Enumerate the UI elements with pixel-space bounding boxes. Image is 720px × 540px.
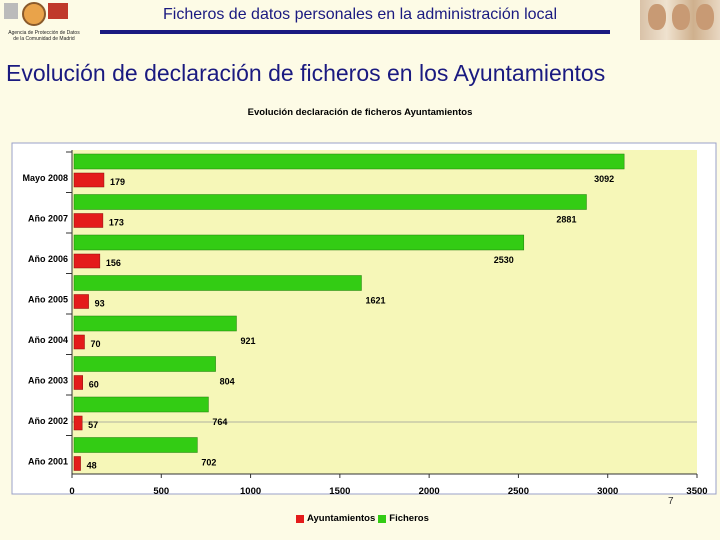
bar-ayuntamientos [73,415,83,431]
data-label-ayuntamientos: 156 [106,258,121,268]
data-label-ayuntamientos: 60 [89,380,99,390]
x-tick-label: 1500 [329,486,350,497]
data-label-ficheros: 804 [220,377,235,387]
bar-ficheros [73,315,237,332]
slide-title: Evolución de declaración de ficheros en … [6,60,606,86]
people-photo [640,0,720,40]
data-label-ficheros: 3092 [594,174,614,184]
header-title: Ficheros de datos personales en la admin… [163,6,557,23]
data-label-ficheros: 764 [212,417,227,427]
category-label: Año 2002 [28,416,68,426]
data-label-ayuntamientos: 93 [95,299,105,309]
chart-legend: Ayuntamientos Ficheros [296,513,429,524]
x-tick-label: 1000 [240,486,261,497]
x-tick-label: 2500 [508,486,529,497]
category-label: Año 2003 [28,376,68,386]
category-label: Mayo 2008 [22,173,68,183]
category-label: Año 2005 [28,295,68,305]
data-label-ficheros: 2530 [494,255,514,265]
category-label: Año 2004 [28,335,68,345]
chart-title: Evolución declaración de ficheros Ayunta… [247,107,473,118]
legend-swatch-ficheros [378,514,387,523]
bar-ayuntamientos [73,213,104,228]
data-label-ficheros: 1621 [365,296,385,306]
data-label-ayuntamientos: 179 [110,177,125,187]
x-tick-label: 2000 [419,486,440,497]
header-divider [100,30,610,34]
x-tick-label: 3000 [597,486,618,497]
bar-ayuntamientos [73,456,81,471]
data-label-ficheros: 702 [201,458,216,468]
legend-swatch-ayuntamientos [296,514,304,523]
data-label-ficheros: 2881 [556,215,576,225]
data-label-ficheros: 921 [240,336,255,346]
bar-ficheros [73,153,625,170]
legend-label-ficheros: Ficheros [389,513,429,524]
bar-ficheros [73,437,198,453]
bar-ficheros [73,194,587,210]
category-label: Año 2001 [28,457,68,467]
logo-gray-block [4,3,18,19]
bar-ayuntamientos [73,375,83,390]
bar-ayuntamientos [73,172,105,188]
bar-ficheros [73,356,216,372]
bar-ficheros [73,396,209,413]
bar-ayuntamientos [73,253,101,269]
logo-emblem [22,2,46,26]
legend-label-ayuntamientos: Ayuntamientos [307,513,376,524]
category-label: Año 2007 [28,214,68,224]
logo-red-block [48,3,68,19]
person-face [696,4,714,30]
x-tick-label: 3500 [686,486,707,497]
data-label-ayuntamientos: 57 [88,420,98,430]
agency-name: Agencia de Protección de Datos de la Com… [8,30,80,42]
data-label-ayuntamientos: 70 [91,339,101,349]
x-tick-label: 500 [153,486,169,497]
bar-ayuntamientos [73,334,85,350]
agency-logo [0,0,80,55]
bar-ficheros [73,234,525,251]
category-label: Año 2006 [28,254,68,264]
bar-ficheros [73,275,362,291]
person-face [648,4,666,30]
page-number: 7 [668,496,674,507]
x-tick-label: 0 [69,486,74,497]
bar-ayuntamientos [73,294,89,309]
data-label-ayuntamientos: 48 [87,461,97,471]
data-label-ayuntamientos: 173 [109,218,124,228]
person-face [672,4,690,30]
